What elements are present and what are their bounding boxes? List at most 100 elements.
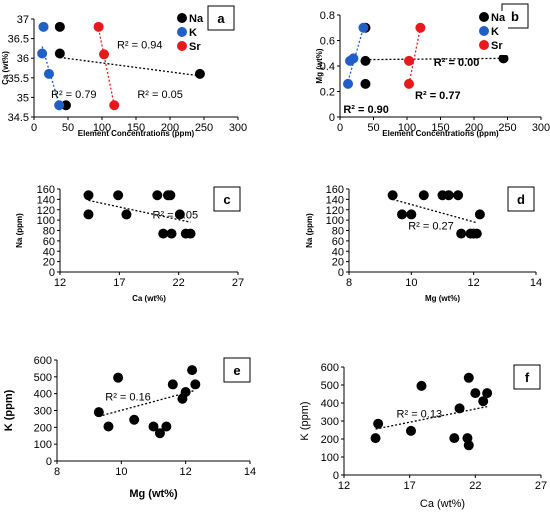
x-tick-label: 8 (346, 277, 352, 289)
data-point (174, 209, 185, 220)
y-tick-label: 0 (49, 267, 55, 279)
panel-tag: f (525, 370, 530, 385)
data-point (474, 209, 485, 220)
y-tick-label: 100 (37, 215, 55, 227)
y-tick-label: 400 (34, 389, 52, 401)
y-tick-label: 35.5 (8, 73, 29, 85)
data-point (43, 68, 54, 79)
y-tick-label: 20 (332, 257, 344, 269)
x-tick-label: 10 (405, 277, 417, 289)
data-point (109, 100, 120, 111)
x-tick-label: 27 (232, 277, 244, 289)
data-point (443, 190, 454, 201)
x-tick-label: 8 (54, 466, 60, 478)
legend-label: K (189, 27, 197, 39)
trend-line (88, 199, 191, 223)
trend-line (375, 405, 488, 430)
x-tick-label: 50 (62, 122, 74, 134)
y-axis-label: Ca (wt%) (1, 51, 10, 85)
x-tick-label: 50 (367, 122, 379, 134)
x-tick-label: 22 (469, 480, 481, 492)
y-tick-label: 160 (37, 184, 55, 196)
x-tick-label: 14 (530, 277, 542, 289)
x-tick-label: 250 (498, 122, 516, 134)
data-point (187, 365, 198, 376)
panel-tag: b (511, 9, 519, 24)
x-tick-label: 12 (338, 480, 350, 492)
r2-annotation: R² = 0.05 (153, 210, 199, 222)
data-point (470, 388, 481, 399)
x-tick-label: 150 (127, 122, 145, 134)
data-point (166, 228, 177, 239)
y-tick-label: 100 (326, 215, 344, 227)
y-tick-label: 60 (332, 236, 344, 248)
x-axis-label: Ca (wt%) (420, 498, 465, 510)
data-point (456, 228, 467, 239)
y-tick-label: 40 (43, 246, 55, 258)
data-point (449, 433, 460, 444)
y-tick-label: 40 (332, 246, 344, 258)
y-axis-label: K (ppm) (3, 389, 15, 431)
x-tick-label: 27 (535, 480, 547, 492)
legend-label: K (491, 26, 499, 38)
data-point (415, 22, 426, 33)
y-tick-label: 200 (321, 434, 339, 446)
x-tick-label: 200 (465, 122, 483, 134)
data-point (180, 386, 191, 397)
y-tick-label: 400 (321, 398, 339, 410)
r2-annotation: R² = 0.94 (117, 39, 163, 51)
y-tick-label: 0 (46, 456, 52, 468)
chart-panel-f: 12 17 22 27 0 100 200 300 400 500 600 Ca (wt%) K (pp… (299, 362, 547, 510)
y-tick-label: 200 (34, 422, 52, 434)
data-point (396, 209, 407, 220)
y-tick-label: 120 (37, 205, 55, 217)
y-tick-label: 36.5 (8, 34, 29, 46)
chart-panel-a: 0 50 100 150 200 250 300 34.5 35 35.5 36 36.5 37 Elem… (1, 5, 247, 138)
chart-panel-b: 0 50 100 150 200 250 300 0 0.2 0.4 0.6 0.8 Element C… (315, 3, 550, 138)
legend-label: Na (491, 12, 506, 24)
legend-marker (177, 13, 187, 23)
r2-annotation: R² = 0.00 (434, 57, 480, 69)
y-tick-label: 100 (321, 452, 339, 464)
x-tick-label: 0 (31, 122, 37, 134)
trend-line (392, 198, 477, 224)
data-point (416, 380, 427, 391)
trend-line (365, 57, 504, 61)
x-tick-label: 200 (161, 122, 179, 134)
y-tick-label: 0.8 (320, 10, 335, 22)
data-point (348, 53, 359, 64)
x-axis-label: Element Concentrations (ppm) (382, 129, 499, 138)
y-tick-label: 0 (333, 470, 339, 482)
data-point (343, 78, 354, 89)
data-point (454, 403, 465, 414)
data-point (360, 55, 371, 66)
data-point (360, 78, 371, 89)
r2-annotation: R² = 0.05 (137, 89, 183, 101)
x-tick-label: 17 (113, 277, 125, 289)
y-tick-label: 600 (34, 355, 52, 367)
legend-label: Na (189, 13, 204, 25)
x-tick-label: 100 (398, 122, 416, 134)
data-point (158, 228, 169, 239)
x-tick-label: 17 (404, 480, 416, 492)
r2-annotation: R² = 0.77 (415, 90, 461, 102)
legend-marker (479, 12, 489, 22)
data-point (54, 21, 65, 32)
y-tick-label: 0 (329, 112, 335, 124)
legend-label: Sr (491, 40, 503, 52)
data-point (38, 21, 49, 32)
y-tick-label: 120 (326, 205, 344, 217)
data-point (152, 190, 163, 201)
panel-tag: c (223, 192, 230, 207)
x-tick-label: 12 (54, 277, 66, 289)
data-point (194, 68, 205, 79)
data-point (129, 414, 140, 425)
y-tick-label: 80 (43, 226, 55, 238)
y-tick-label: 140 (326, 194, 344, 206)
x-axis-label: Element Concentrations (ppm) (78, 129, 195, 138)
x-tick-label: 12 (468, 277, 480, 289)
legend-marker (177, 41, 187, 51)
data-point (154, 428, 165, 439)
